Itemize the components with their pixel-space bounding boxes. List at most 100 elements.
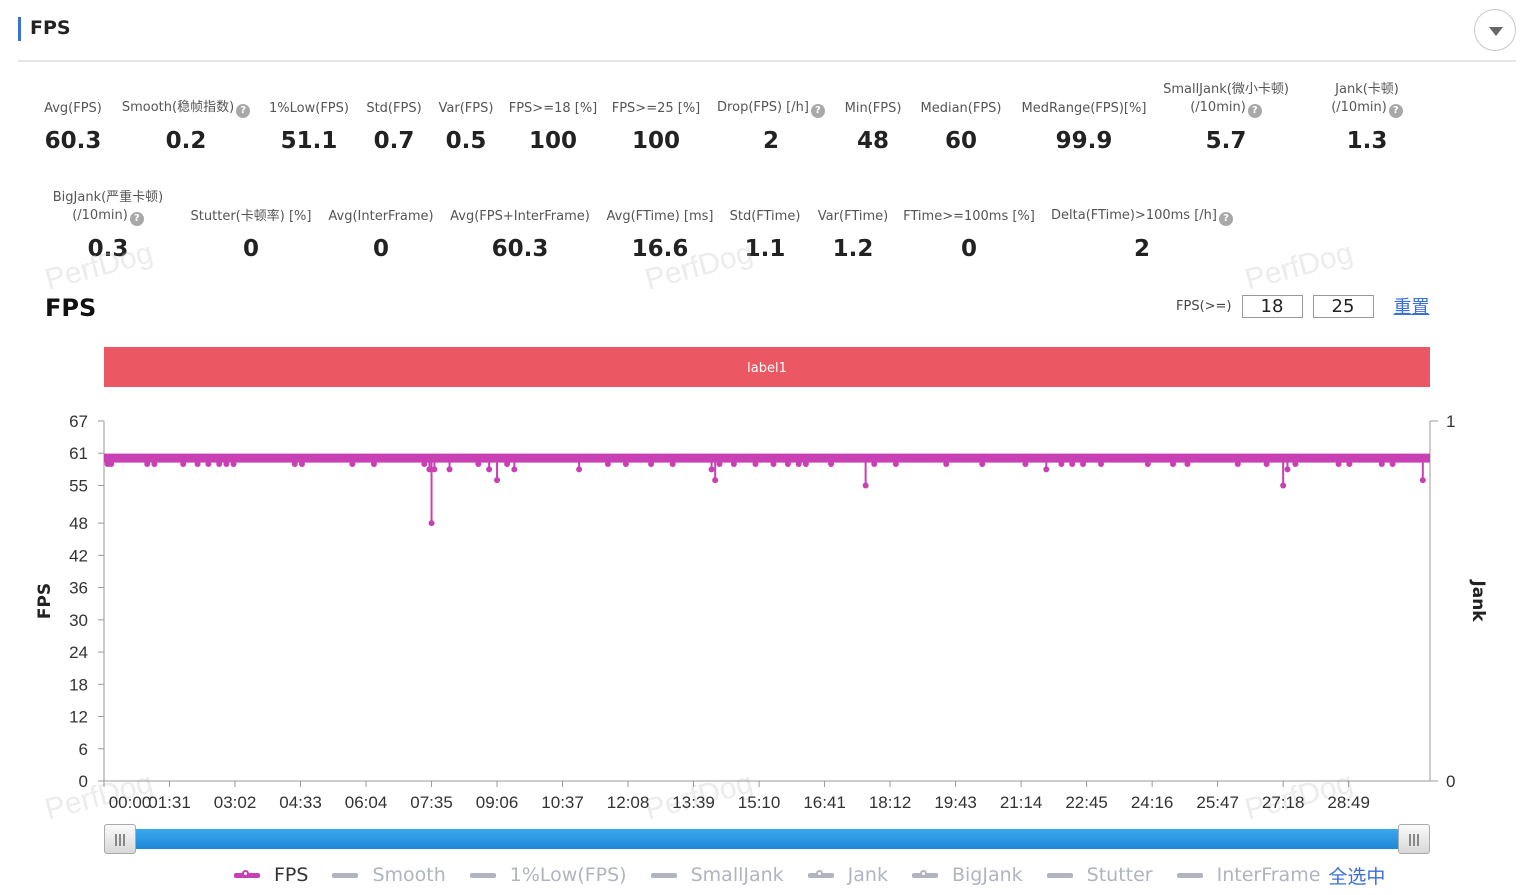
- metric-label-text: Var(FTime): [817, 209, 889, 224]
- fps-data-point: [712, 477, 719, 484]
- x-tick-label: 22:45: [1065, 793, 1108, 812]
- fps-data-point: [1058, 460, 1065, 467]
- legend-item[interactable]: InterFrame: [1176, 864, 1320, 886]
- metric-value: 48: [856, 128, 889, 154]
- metric-label: Avg(FPS+InterFrame): [444, 186, 596, 226]
- y2-tick-label: 1: [1446, 412, 1455, 431]
- fps-threshold-2-input[interactable]: 25: [1312, 294, 1374, 318]
- y-tick-label: 6: [79, 740, 88, 759]
- legend-marker-icon: [911, 869, 938, 878]
- fps-data-point: [370, 460, 377, 467]
- fps-threshold-1-input[interactable]: 18: [1241, 294, 1303, 318]
- fps-data-point: [446, 466, 453, 473]
- legend-marker-icon: [1176, 872, 1203, 878]
- y2-tick-label: 0: [1446, 772, 1455, 791]
- metric-value: 0.5: [445, 128, 487, 154]
- metric-label: Stutter(卡顿率) [%]: [184, 186, 318, 226]
- metric-value: 0: [242, 236, 259, 262]
- legend-item[interactable]: Stutter: [1046, 864, 1153, 886]
- x-tick-label: 16:41: [803, 793, 846, 812]
- help-icon[interactable]: ?: [236, 104, 251, 118]
- fps-data-point: [604, 460, 611, 467]
- x-tick-label: 21:14: [1000, 793, 1043, 812]
- help-icon[interactable]: ?: [1247, 104, 1262, 118]
- x-tick-label: 03:02: [214, 793, 257, 812]
- x-tick-label: 19:43: [934, 793, 977, 812]
- select-all-link[interactable]: 全选中: [1328, 865, 1386, 888]
- metric-label-text: Stutter(卡顿率) [%]: [190, 209, 312, 224]
- help-icon[interactable]: ?: [129, 212, 144, 226]
- fps-data-point: [892, 460, 899, 467]
- x-tick-label: 09:06: [476, 793, 519, 812]
- legend-item[interactable]: SmallJank: [650, 864, 784, 886]
- fps-data-point: [802, 460, 809, 467]
- metric-value: 0: [372, 236, 389, 262]
- y-tick-label: 42: [69, 546, 88, 565]
- collapse-button[interactable]: [1474, 9, 1516, 51]
- chart-title: FPS: [45, 294, 97, 322]
- metric-label-text: SmallJank(微小卡顿): [1163, 82, 1289, 97]
- metric-label: Avg(FPS): [34, 78, 112, 118]
- fps-threshold-filter: FPS(>=) 18 25 重置: [1176, 294, 1430, 318]
- metric-value: 100: [528, 128, 577, 154]
- fps-data-point: [349, 460, 356, 467]
- slider-track[interactable]: [122, 829, 1412, 849]
- y2-axis-title: Jank: [1468, 579, 1488, 622]
- metric-label: FPS>=25 [%]: [606, 78, 706, 118]
- fps-data-point: [431, 466, 438, 473]
- fps-chart[interactable]: 0 6 12 18 24 30 36 42 48 55 61 67 0 1 FPS Jank 00:0001:3…: [0, 395, 1534, 820]
- legend-item[interactable]: Jank: [807, 864, 888, 886]
- metric-label: Min(FPS): [836, 78, 910, 118]
- y-axis-title: FPS: [35, 583, 55, 619]
- help-icon[interactable]: ?: [1388, 104, 1403, 118]
- metric-label: Delta(FTime)>100ms [/h]?: [1044, 186, 1240, 226]
- reset-link[interactable]: 重置: [1393, 297, 1430, 318]
- fps-data-point: [1170, 460, 1177, 467]
- fps-data-point: [180, 460, 187, 467]
- slider-right-handle[interactable]: [1398, 824, 1430, 854]
- metric-card: Avg(FTime) [ms] 16.6: [600, 186, 720, 264]
- fps-data-point: [1098, 460, 1105, 467]
- fps-data-point: [1346, 460, 1353, 467]
- metric-value: 60: [944, 128, 977, 154]
- metric-value: 1.2: [832, 236, 874, 262]
- fps-data-point: [1292, 460, 1299, 467]
- legend-item[interactable]: 1%Low(FPS): [469, 864, 627, 886]
- label-band[interactable]: label1: [104, 347, 1430, 387]
- help-icon[interactable]: ?: [1218, 212, 1233, 226]
- metric-value: 16.6: [631, 236, 689, 262]
- metric-value: 0.2: [165, 128, 207, 154]
- metric-card: 1%Low(FPS) 51.1: [262, 78, 356, 156]
- help-icon[interactable]: ?: [810, 104, 825, 118]
- metric-label-unit: (/10min): [1190, 100, 1246, 115]
- metric-card: Avg(FPS) 60.3: [34, 78, 112, 156]
- metric-card: SmallJank(微小卡顿) (/10min)? 5.7: [1150, 78, 1302, 156]
- x-tick-label: 24:16: [1131, 793, 1174, 812]
- fps-data-point: [511, 466, 518, 473]
- metric-value: 0.3: [87, 236, 129, 262]
- time-range-slider[interactable]: [104, 824, 1430, 854]
- legend-item[interactable]: FPS: [234, 864, 308, 886]
- fps-data-point: [230, 460, 237, 467]
- metric-value: 60.3: [491, 236, 549, 262]
- fps-data-point: [1335, 460, 1342, 467]
- slider-left-handle[interactable]: [104, 824, 136, 854]
- metric-label-text: Smooth(稳帧指数): [121, 100, 235, 115]
- legend-item[interactable]: BigJank: [911, 864, 1023, 886]
- fps-data-point: [752, 460, 759, 467]
- metric-label-text: Var(FPS): [438, 101, 494, 116]
- fps-data-point: [784, 460, 791, 467]
- metric-label-text: Avg(InterFrame): [328, 209, 434, 224]
- metric-card: Var(FPS) 0.5: [430, 78, 502, 156]
- fps-data-point: [426, 466, 433, 473]
- x-tick-label: 13:39: [672, 793, 715, 812]
- x-tick-label: 10:37: [541, 793, 584, 812]
- legend-item[interactable]: Smooth: [332, 864, 446, 886]
- metric-label: Avg(InterFrame): [322, 186, 440, 226]
- metric-card: Std(FPS) 0.7: [360, 78, 428, 156]
- fps-data-point: [979, 460, 986, 467]
- y-tick-label: 18: [69, 675, 88, 694]
- metric-label-text: FTime>=100ms [%]: [903, 209, 1035, 224]
- x-tick-label: 27:18: [1262, 793, 1305, 812]
- metric-card: Smooth(稳帧指数)? 0.2: [112, 78, 260, 156]
